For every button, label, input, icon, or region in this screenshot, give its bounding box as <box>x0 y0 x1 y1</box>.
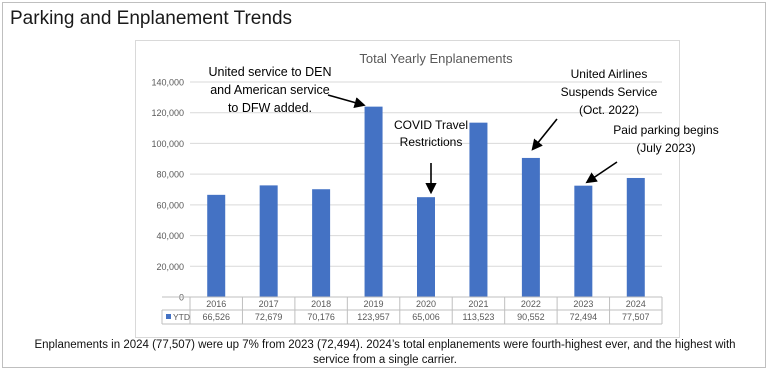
bar-2016 <box>207 194 226 297</box>
chart-border <box>135 40 680 338</box>
slide-frame <box>2 2 766 368</box>
annotation-2022: (Oct. 2022) <box>579 103 639 117</box>
data-label: 72,679 <box>255 312 283 322</box>
x-tick-label: 2022 <box>521 299 541 309</box>
data-label: 113,523 <box>463 312 495 322</box>
bar-2024 <box>626 177 645 297</box>
data-label: 77,507 <box>622 312 650 322</box>
annotation-2022: United Airlines <box>571 67 648 81</box>
bar-2020 <box>417 197 435 297</box>
annotation-2023: Paid parking begins <box>613 123 718 137</box>
annotation-2020: Restrictions <box>400 135 463 149</box>
legend-label: YTD <box>173 312 190 322</box>
y-tick-label: 60,000 <box>156 200 184 210</box>
x-tick-label: 2016 <box>206 299 226 309</box>
y-tick-label: 120,000 <box>151 108 184 118</box>
bar-2022 <box>521 157 540 297</box>
x-tick-label: 2020 <box>416 299 436 309</box>
annotation-2019: and American service <box>210 83 330 97</box>
data-label: 65,006 <box>412 312 440 322</box>
annotation-arrow-2023 <box>585 161 618 184</box>
data-label: 72,494 <box>570 312 598 322</box>
data-label: 90,552 <box>517 312 545 322</box>
annotation-arrow-2019 <box>327 94 366 108</box>
annotation-2022: Suspends Service <box>561 85 658 99</box>
y-tick-label: 80,000 <box>156 170 184 180</box>
annotation-2020: COVID Travel <box>394 118 468 132</box>
bar-2017 <box>259 185 278 297</box>
annotation-2019: United service to DEN <box>209 65 332 79</box>
y-tick-label: 100,000 <box>151 139 184 149</box>
data-label: 123,957 <box>357 312 390 322</box>
x-tick-label: 2017 <box>259 299 279 309</box>
data-label: 66,526 <box>202 312 230 322</box>
page-title: Parking and Enplanement Trends <box>10 8 293 29</box>
annotation-2023: (July 2023) <box>636 141 695 155</box>
y-tick-label: 40,000 <box>156 231 184 241</box>
bar-2019 <box>364 106 383 297</box>
data-label: 70,176 <box>307 312 335 322</box>
x-tick-label: 2024 <box>626 299 646 309</box>
legend-swatch <box>166 314 171 319</box>
bar-2021 <box>469 122 488 298</box>
y-tick-label: 20,000 <box>156 262 184 272</box>
annotation-2019: to DFW added. <box>228 101 312 115</box>
x-tick-label: 2023 <box>573 299 593 309</box>
chart-title: Total Yearly Enplanements <box>359 51 513 66</box>
x-tick-label: 2018 <box>311 299 331 309</box>
x-tick-label: 2019 <box>364 299 384 309</box>
y-tick-label: 140,000 <box>151 78 184 88</box>
x-tick-label: 2021 <box>468 299 488 309</box>
bar-2023 <box>574 185 593 297</box>
chart-caption: Enplanements in 2024 (77,507) were up 7%… <box>34 339 736 366</box>
annotation-arrow-2022 <box>531 118 558 151</box>
bar-2018 <box>312 189 331 297</box>
